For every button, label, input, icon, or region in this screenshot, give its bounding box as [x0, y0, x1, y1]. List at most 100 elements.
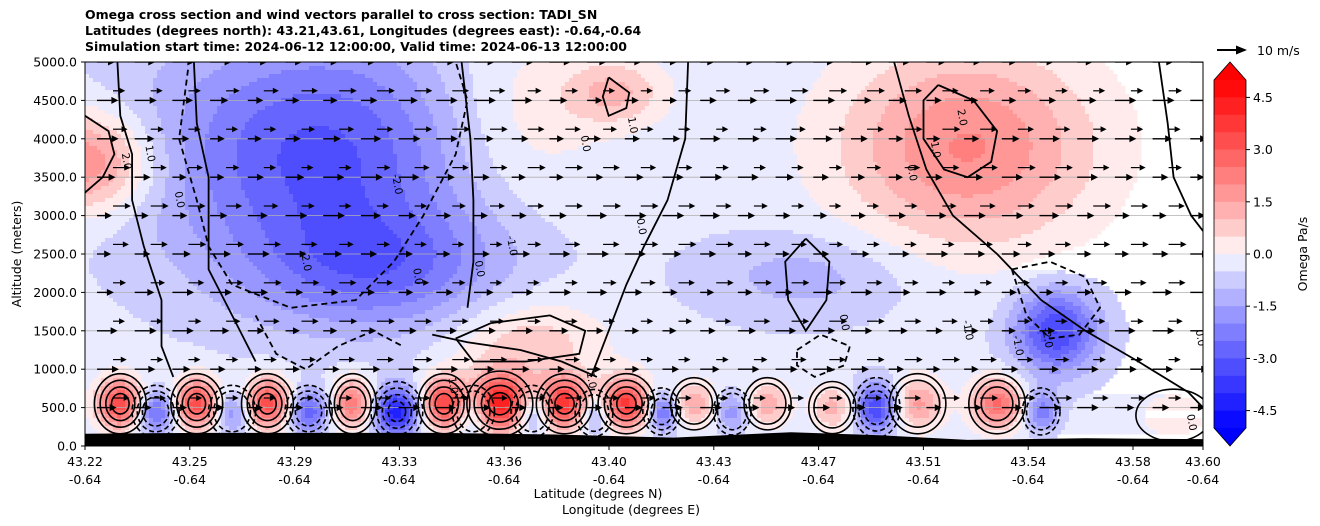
- omega-cell: [1029, 358, 1042, 363]
- omega-cell: [949, 146, 986, 151]
- omega-cell: [785, 422, 814, 427]
- omega-cell: [525, 362, 582, 367]
- omega-cell: [665, 282, 754, 287]
- omega-cell: [825, 294, 902, 299]
- omega-cell: [181, 270, 226, 275]
- omega-cell: [433, 114, 454, 119]
- omega-cell: [257, 214, 302, 219]
- omega-cell: [113, 398, 126, 403]
- omega-cell: [841, 218, 890, 223]
- omega-cell: [233, 310, 294, 315]
- omega-cell: [885, 390, 890, 395]
- omega-cell: [373, 426, 378, 431]
- omega-cell: [209, 126, 246, 131]
- omega-cell: [865, 390, 886, 395]
- omega-cell: [249, 418, 254, 423]
- omega-cell: [305, 406, 314, 411]
- omega-cell: [845, 410, 850, 415]
- omega-cell: [245, 254, 278, 259]
- omega-cell: [125, 102, 154, 107]
- omega-cell: [1101, 354, 1126, 359]
- omega-cell: [225, 270, 262, 275]
- omega-cell: [829, 422, 838, 427]
- omega-cell: [157, 114, 182, 119]
- omega-cell: [113, 386, 126, 391]
- omega-cell: [1037, 294, 1078, 299]
- omega-cell: [641, 374, 654, 379]
- omega-cell: [993, 354, 1014, 359]
- omega-cell: [517, 414, 522, 419]
- omega-cell: [369, 106, 402, 111]
- wind-vector-head: [1174, 126, 1181, 133]
- omega-cell: [833, 398, 846, 403]
- omega-cell: [985, 146, 1034, 151]
- omega-cell: [377, 374, 414, 379]
- wind-vector-head: [764, 241, 771, 248]
- omega-cell: [85, 218, 130, 223]
- omega-cell: [981, 370, 1002, 375]
- omega-cell: [633, 394, 638, 399]
- omega-cell: [245, 286, 282, 291]
- omega-cell: [869, 202, 910, 207]
- omega-cell: [905, 406, 910, 411]
- omega-cell: [429, 390, 434, 395]
- omega-cell: [565, 106, 646, 111]
- wind-vector-head: [426, 126, 433, 133]
- wind-vector-head: [183, 250, 191, 258]
- omega-cell: [273, 102, 362, 107]
- wind-vector-head: [599, 62, 607, 66]
- omega-cell: [413, 378, 422, 383]
- omega-cell: [369, 378, 378, 383]
- omega-cell: [221, 302, 274, 307]
- omega-cell: [277, 282, 314, 287]
- omega-cell: [637, 398, 642, 403]
- omega-cell: [989, 346, 1010, 351]
- omega-cell: [985, 334, 1006, 339]
- wind-vector-head: [1159, 212, 1167, 220]
- omega-cell: [885, 110, 922, 115]
- omega-cell: [357, 406, 362, 411]
- omega-cell: [185, 102, 222, 107]
- omega-cell: [805, 402, 818, 407]
- omega-cell: [349, 382, 354, 387]
- omega-cell: [377, 370, 414, 375]
- omega-cell: [377, 390, 382, 395]
- omega-cell: [389, 402, 406, 407]
- omega-cell: [1009, 78, 1062, 83]
- omega-cell: [441, 414, 450, 419]
- wind-vector-head: [613, 241, 620, 248]
- omega-cell: [929, 382, 946, 387]
- omega-cell: [1017, 410, 1022, 415]
- omega-cell: [241, 418, 246, 423]
- wind-vector-head: [157, 126, 164, 133]
- wind-vector-head: [722, 356, 729, 363]
- omega-cell: [505, 394, 514, 399]
- wind-vector-head: [1087, 212, 1095, 220]
- omega-cell: [101, 370, 138, 375]
- omega-cell: [605, 78, 614, 83]
- omega-cell: [453, 406, 458, 411]
- omega-cell: [573, 398, 578, 403]
- omega-cell: [641, 414, 646, 419]
- omega-cell: [317, 258, 406, 263]
- omega-cell: [517, 358, 578, 363]
- omega-cell: [153, 170, 170, 175]
- wind-vector-head: [367, 288, 375, 296]
- omega-cell: [189, 222, 226, 227]
- wind-vector-head: [647, 318, 654, 325]
- omega-cell: [309, 126, 330, 131]
- omega-cell: [369, 202, 410, 207]
- wind-vector-head: [971, 96, 979, 104]
- omega-cell: [621, 422, 634, 427]
- omega-cell: [149, 414, 166, 419]
- omega-cell: [985, 402, 994, 407]
- omega-cell: [489, 414, 494, 419]
- omega-cell: [333, 386, 338, 391]
- omega-cell: [885, 214, 942, 219]
- wind-vector-head: [124, 203, 131, 209]
- omega-cell: [897, 94, 1038, 99]
- omega-cell: [373, 110, 406, 115]
- wind-vector-head: [838, 126, 845, 133]
- omega-cell: [853, 378, 866, 383]
- omega-cell: [673, 90, 810, 95]
